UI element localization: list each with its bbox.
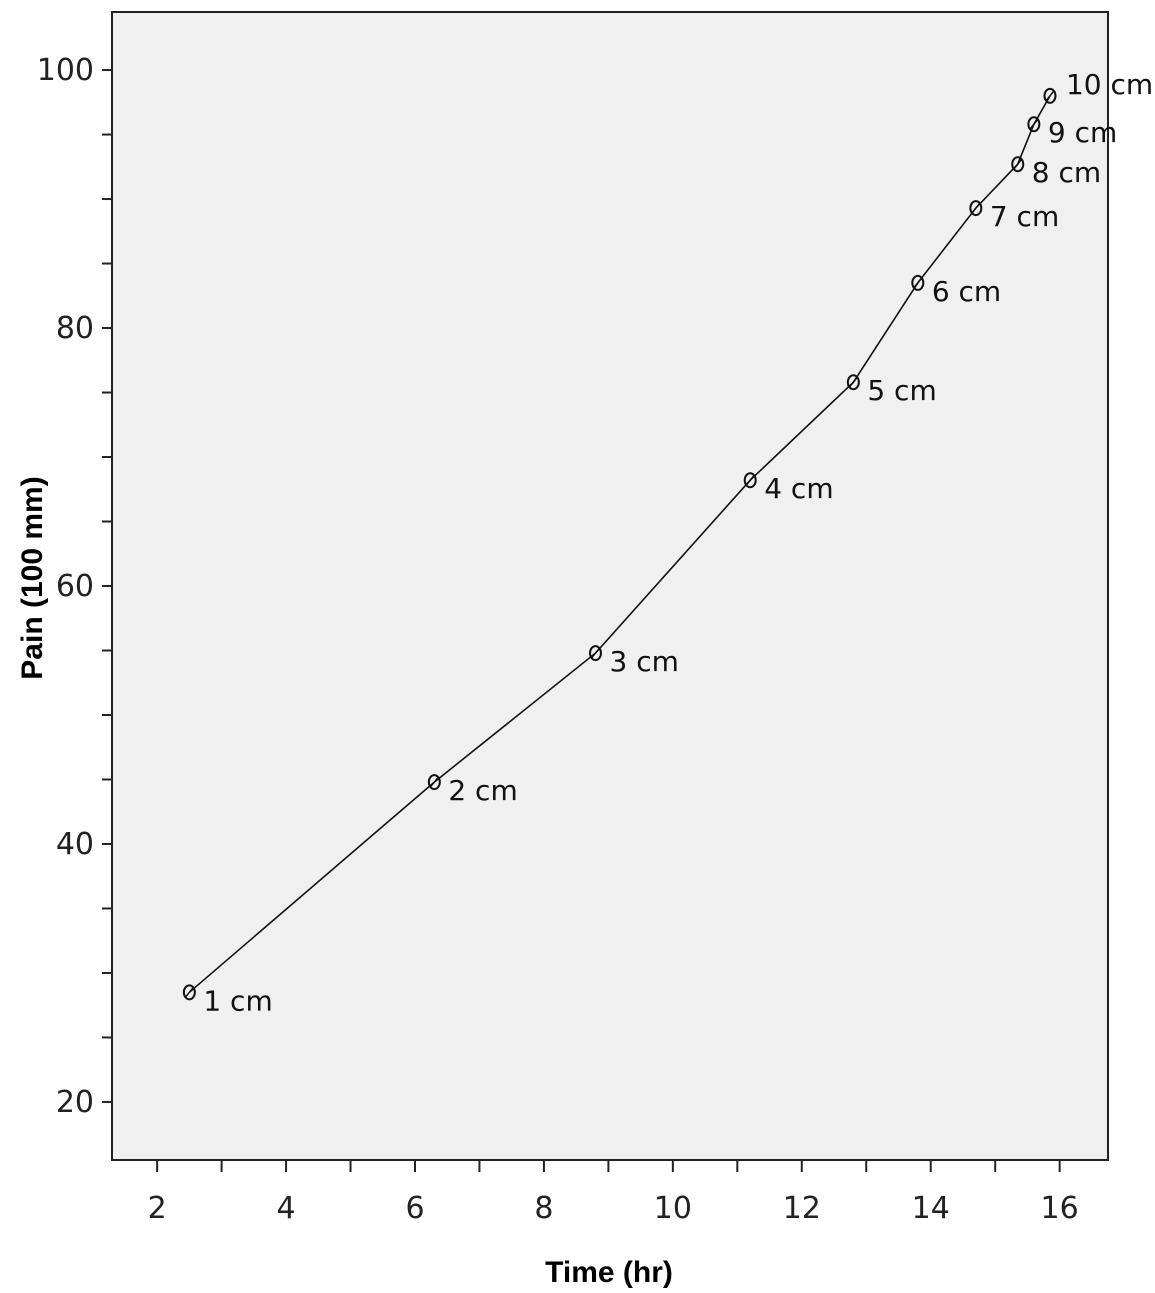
data-point (182, 984, 196, 1001)
y-tick-label: 40 (56, 827, 94, 862)
data-point (911, 274, 925, 291)
point-label: 3 cm (609, 645, 678, 678)
y-tick-label: 60 (56, 569, 94, 604)
data-point-slash (745, 474, 755, 486)
point-label: 1 cm (203, 984, 272, 1017)
data-point-slash (971, 202, 981, 214)
point-label: 7 cm (990, 200, 1059, 233)
data-point-slash (590, 647, 601, 659)
point-label: 6 cm (932, 275, 1001, 308)
x-tick-label: 16 (1041, 1191, 1079, 1226)
y-tick-label: 80 (56, 311, 94, 346)
x-tick-label: 14 (912, 1191, 950, 1226)
y-tick-label: 20 (56, 1085, 94, 1120)
x-tick-label: 6 (405, 1191, 424, 1226)
data-point (427, 774, 441, 791)
data-point (969, 200, 983, 217)
point-label: 4 cm (764, 472, 833, 505)
data-point-slash (429, 776, 439, 788)
series-line (188, 95, 1051, 993)
data-point (1011, 156, 1025, 173)
data-point-slash (1045, 90, 1055, 102)
data-point (1027, 116, 1041, 133)
point-labels: 1 cm 2 cm 3 cm 4 cm 5 cm 6 cm 7 cm 8 cm 9 cm 10 c… (203, 68, 1153, 1017)
plot-area (111, 11, 1109, 1161)
data-point-slash (1013, 158, 1023, 170)
x-tick-label: 2 (148, 1191, 167, 1226)
data-point (743, 472, 757, 489)
point-label: 8 cm (1032, 156, 1101, 189)
x-axis-title: Time (hr) (545, 1256, 673, 1289)
data-point (1043, 87, 1057, 104)
data-point-slash (1029, 118, 1039, 130)
data-markers (182, 87, 1057, 1001)
x-tick-label: 12 (783, 1191, 821, 1226)
y-axis: 20 40 60 80 100 (37, 53, 112, 1120)
data-point (846, 374, 860, 391)
data-point-slash (848, 376, 858, 388)
data-point (588, 645, 602, 662)
point-label: 9 cm (1048, 116, 1117, 149)
y-tick-label: 100 (37, 53, 94, 88)
y-axis-title: Pain (100 mm) (16, 476, 49, 679)
data-point-slash (184, 986, 194, 998)
point-label: 5 cm (867, 374, 936, 407)
x-tick-label: 8 (534, 1191, 553, 1226)
x-tick-label: 10 (654, 1191, 692, 1226)
x-axis: 2 4 6 8 10 12 14 16 (148, 1160, 1079, 1226)
point-label: 10 cm (1066, 68, 1153, 101)
data-point-slash (913, 277, 923, 289)
x-tick-label: 4 (277, 1191, 296, 1226)
point-label: 2 cm (448, 774, 517, 807)
